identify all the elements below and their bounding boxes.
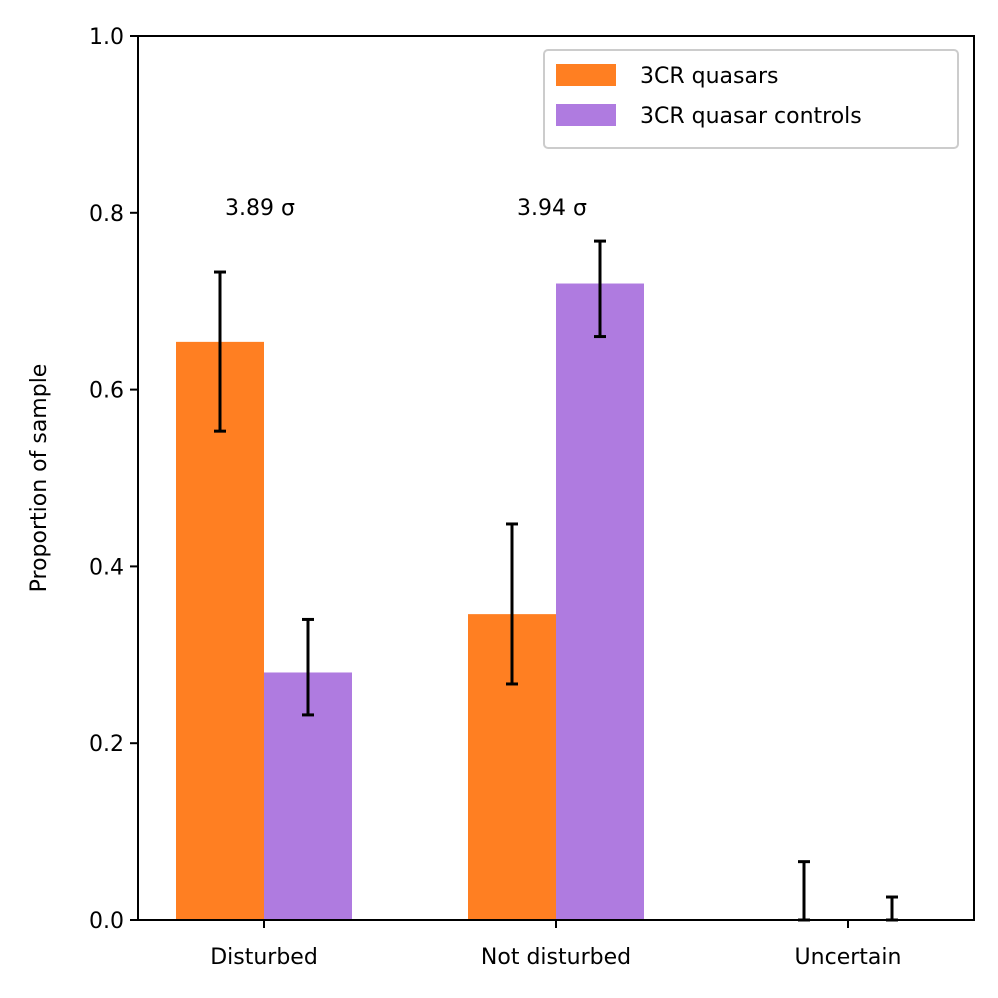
error-bar-3cr-quasar-controls-not-disturbed (594, 239, 606, 339)
y-tick-label: 0.2 (89, 732, 124, 757)
error-bar-3cr-quasars-disturbed (214, 270, 226, 433)
legend-label: 3CR quasar controls (640, 104, 862, 129)
error-bar-3cr-quasar-controls-uncertain (886, 895, 898, 922)
x-tick-label: Uncertain (795, 945, 902, 970)
error-bar-3cr-quasar-controls-disturbed (302, 617, 314, 717)
legend-label: 3CR quasars (640, 64, 778, 89)
significance-annotation: 3.89 σ (225, 196, 295, 221)
bar-3cr-quasar-controls-not-disturbed (556, 283, 644, 920)
legend: 3CR quasars 3CR quasar controls (543, 49, 959, 149)
legend-swatch (556, 104, 616, 126)
annotations-layer: 3.89 σ 3.94 σ (225, 196, 587, 221)
legend-box (543, 49, 959, 149)
significance-annotation: 3.94 σ (517, 196, 587, 221)
error-bar-3cr-quasars-not-disturbed (506, 522, 518, 686)
error-bar-3cr-quasars-uncertain (798, 860, 810, 922)
error-bars-layer (214, 239, 898, 922)
x-tick-label: Disturbed (210, 945, 318, 970)
bars-layer (176, 283, 644, 920)
legend-swatch (556, 64, 616, 86)
y-tick-label: 0.6 (89, 379, 124, 404)
y-tick-label: 0.4 (89, 555, 124, 580)
y-axis-label: Proportion of sample (27, 364, 52, 593)
axes-layer: 0.0 0.2 0.4 0.6 0.8 1.0 Disturbed Not disturbed… (27, 25, 975, 970)
bar-3cr-quasars-disturbed (176, 341, 264, 920)
y-tick-label: 0.8 (89, 202, 124, 227)
y-tick-label: 0.0 (89, 909, 124, 934)
y-tick-label: 1.0 (89, 25, 124, 50)
x-tick-label: Not disturbed (481, 945, 631, 970)
